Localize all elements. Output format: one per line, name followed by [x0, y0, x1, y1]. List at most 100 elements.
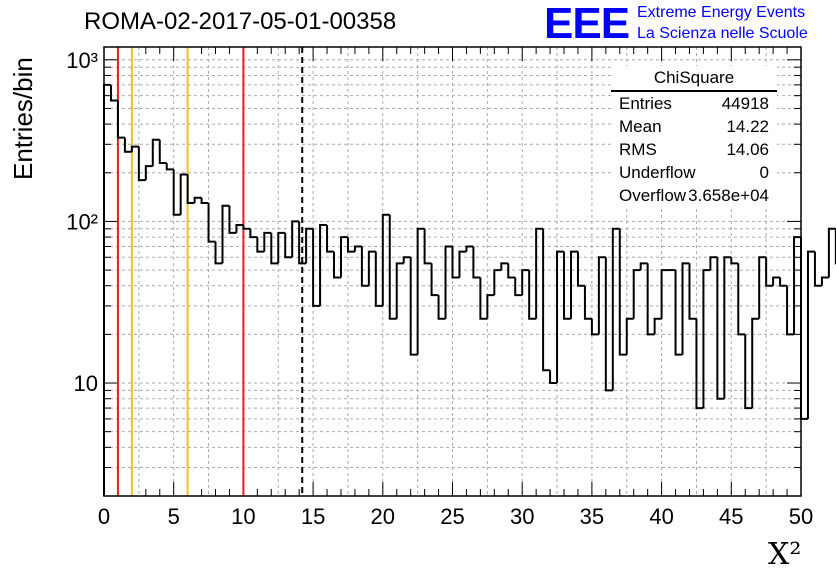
histogram-bin: [437, 295, 446, 320]
histogram-bin: [604, 257, 613, 392]
histogram-bin: [374, 251, 383, 307]
histogram-bin: [116, 100, 125, 139]
histogram-bin: [632, 269, 641, 319]
histogram-bin: [214, 241, 223, 265]
stats-key: RMS: [619, 140, 657, 159]
histogram-bin: [528, 270, 537, 320]
histogram-bin: [277, 231, 286, 264]
histogram-bin: [193, 196, 202, 203]
histogram-bin: [339, 236, 348, 278]
histogram-bin: [758, 256, 767, 319]
histogram-bin: [618, 228, 627, 356]
eee-logo: EEE: [544, 0, 630, 48]
histogram-bin: [611, 227, 620, 391]
histogram-bin: [514, 277, 523, 297]
x-tick-label: 0: [98, 504, 110, 529]
histogram-bin: [702, 269, 711, 409]
histogram-bin: [381, 213, 390, 306]
histogram-bin: [458, 250, 467, 278]
stats-row-rms: RMS 14.06: [611, 138, 777, 161]
histogram-bin: [563, 251, 571, 320]
histogram-bin: [688, 263, 697, 320]
histogram-bin: [723, 256, 732, 399]
x-tick-label: 25: [440, 504, 464, 529]
histogram-bin: [186, 174, 195, 204]
histogram-bin: [284, 232, 293, 259]
histogram-bin: [500, 262, 509, 271]
x-tick-label: 5: [168, 504, 180, 529]
histogram-bin: [249, 228, 258, 239]
histogram-bin: [813, 251, 822, 287]
stats-value: 14.22: [726, 117, 769, 136]
histogram-bin: [695, 318, 704, 410]
histogram-bin: [172, 169, 181, 216]
histogram-bin: [158, 139, 167, 164]
histogram-bin: [730, 257, 739, 265]
histogram-bin: [521, 269, 530, 296]
histogram-bin: [270, 232, 279, 265]
histogram-bin: [674, 270, 683, 356]
histogram-bin: [786, 285, 795, 336]
stats-box: ChiSquare Entries 44918 Mean 14.22 RMS 1…: [611, 66, 777, 207]
histogram-bin: [423, 228, 432, 265]
histogram-bin: [597, 256, 606, 335]
run-title: ROMA-02-2017-05-01-00358: [84, 8, 397, 35]
x-tick-label: 50: [789, 504, 813, 529]
histogram-bin: [793, 236, 801, 335]
histogram-bin: [235, 224, 244, 233]
histogram-bin: [653, 317, 662, 335]
histogram-bin: [312, 228, 321, 307]
histogram-bin: [465, 245, 474, 252]
stats-value: 44918: [721, 94, 769, 113]
histogram-bin: [333, 251, 341, 279]
logo-caption-line1: Extreme Energy Events: [637, 4, 806, 21]
histogram-bin: [228, 205, 237, 234]
stats-key: Underflow: [619, 163, 696, 182]
histogram-bin: [221, 204, 230, 264]
stats-value: 0: [759, 163, 769, 182]
x-tick-label: 45: [719, 504, 743, 529]
histogram-bin: [109, 84, 118, 102]
histogram-bin: [751, 317, 760, 409]
x-axis-label: X²: [768, 537, 802, 572]
histogram-bin: [549, 370, 558, 385]
histogram-bin: [583, 285, 592, 320]
stats-row-mean: Mean 14.22: [611, 115, 777, 138]
histogram-bin: [179, 173, 188, 215]
histogram-bin: [367, 250, 376, 286]
x-tick-label: 10: [231, 504, 255, 529]
y-tick-label: 10³: [66, 48, 98, 73]
x-tick-label: 15: [301, 504, 325, 529]
histogram-bin: [416, 227, 425, 355]
x-tick-label: 40: [649, 504, 673, 529]
histogram-bin: [779, 277, 788, 287]
histogram-bin: [123, 137, 132, 153]
histogram-bin: [165, 162, 174, 171]
histogram-bin: [472, 246, 481, 279]
stats-row-overflow: Overflow 3.658e+04: [611, 184, 777, 207]
histogram-bin: [319, 224, 328, 306]
histogram-bin: [625, 317, 634, 355]
histogram-bin: [507, 263, 516, 279]
histogram-bin: [200, 197, 209, 204]
histogram-bin: [305, 227, 314, 264]
stats-row-entries: Entries 44918: [611, 92, 777, 115]
histogram-bin: [137, 146, 146, 182]
histogram-bin: [646, 263, 655, 336]
x-tick-label: 20: [371, 504, 395, 529]
histogram-bin: [535, 227, 544, 319]
histogram-bin: [542, 228, 551, 372]
stats-value: 3.658e+04: [688, 186, 769, 205]
histogram-bin: [681, 262, 690, 355]
histogram-bin: [820, 276, 829, 286]
stats-title: ChiSquare: [611, 66, 777, 92]
x-tick-label: 30: [510, 504, 534, 529]
histogram-bin: [130, 145, 139, 152]
histogram-bin: [430, 263, 439, 297]
histogram-bin: [298, 221, 307, 265]
histogram-bin: [388, 214, 397, 320]
histogram-bin: [395, 262, 404, 319]
y-tick-label: 10: [74, 371, 98, 396]
plot-frame: [103, 46, 802, 497]
histogram-bin: [326, 225, 335, 253]
